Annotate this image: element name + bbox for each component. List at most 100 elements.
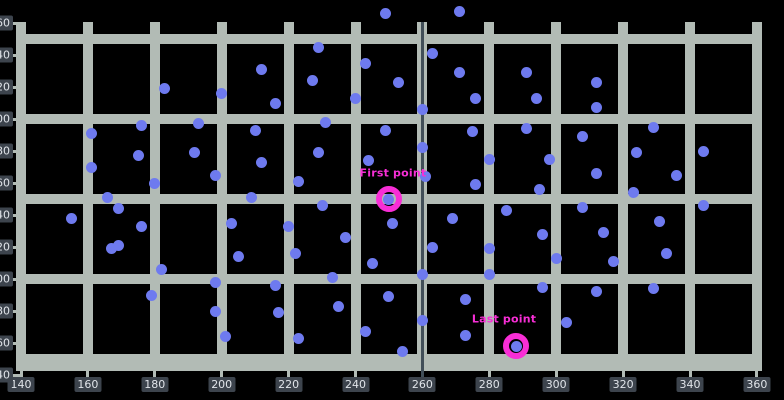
annotation-ring [503, 333, 530, 360]
x-tick-mark [86, 370, 90, 378]
data-point [627, 187, 639, 199]
x-tick-label: 320 [609, 377, 637, 392]
gridline-v [551, 22, 562, 371]
y-tick-mark [11, 373, 21, 377]
data-point [380, 7, 392, 19]
data-point [339, 231, 351, 243]
gridline-v [484, 22, 495, 371]
data-point [306, 75, 318, 87]
x-tick-mark [153, 370, 157, 378]
data-point [647, 121, 659, 133]
data-point [590, 76, 602, 88]
data-point [697, 145, 709, 157]
data-point [520, 123, 532, 135]
y-tick-mark [11, 213, 21, 217]
y-tick-mark [11, 117, 21, 121]
data-point [319, 116, 331, 128]
y-tick-label: 180 [0, 303, 13, 319]
data-point [246, 191, 258, 203]
data-point [426, 241, 438, 253]
data-point [590, 167, 602, 179]
data-point [460, 329, 472, 341]
data-point [313, 147, 325, 159]
data-point [132, 150, 144, 162]
data-point [416, 103, 428, 115]
x-tick-label: 340 [676, 377, 704, 392]
y-tick-mark [11, 85, 21, 89]
data-point [447, 212, 458, 224]
annotation-label: Last point [471, 312, 537, 326]
data-point [647, 283, 659, 295]
gridline-v [283, 22, 294, 371]
data-point [630, 147, 642, 159]
data-point [420, 171, 432, 183]
gridline-v [16, 22, 26, 371]
data-point [289, 247, 301, 259]
x-tick-mark [487, 370, 491, 378]
data-point [360, 57, 372, 69]
x-tick-label: 300 [542, 377, 570, 392]
y-tick-mark [11, 277, 21, 281]
x-tick-label: 260 [408, 377, 436, 392]
data-point [159, 83, 171, 95]
y-tick-mark [11, 309, 21, 313]
data-point [533, 183, 545, 195]
x-tick-mark [755, 370, 759, 378]
data-point [550, 252, 562, 264]
data-point [416, 315, 428, 327]
data-point [530, 92, 542, 104]
data-point [426, 47, 438, 59]
x-tick-label: 160 [74, 377, 102, 392]
data-point [453, 6, 465, 18]
data-point [149, 177, 161, 189]
data-point [460, 294, 472, 306]
y-tick-mark [11, 21, 21, 25]
data-point [483, 153, 495, 165]
data-point [216, 87, 228, 99]
x-tick-label: 240 [342, 377, 369, 392]
data-point [470, 92, 482, 104]
data-point [366, 257, 378, 269]
data-point [209, 276, 221, 288]
data-point [65, 212, 77, 224]
data-point [333, 300, 345, 312]
y-tick-label: 360 [0, 15, 13, 31]
data-point [192, 118, 204, 130]
data-point [453, 67, 465, 79]
data-point [416, 142, 428, 154]
data-point [607, 255, 619, 267]
data-point [577, 201, 589, 213]
data-point [273, 307, 285, 319]
data-point [256, 63, 268, 75]
data-point [112, 203, 124, 215]
y-tick-label: 260 [0, 175, 13, 191]
data-point [544, 153, 555, 165]
x-tick-mark [688, 370, 692, 378]
x-tick-label: 200 [208, 377, 236, 392]
data-point [105, 243, 117, 255]
y-tick-label: 200 [0, 271, 13, 287]
data-point [293, 332, 305, 344]
data-point [470, 179, 482, 191]
y-tick-label: 280 [0, 143, 13, 159]
y-tick-label: 240 [0, 207, 13, 223]
data-point [189, 147, 201, 159]
data-point [350, 92, 361, 104]
data-point [313, 41, 325, 53]
data-point [145, 289, 157, 301]
y-tick-label: 300 [0, 111, 13, 127]
data-point [293, 175, 305, 187]
data-point [577, 131, 589, 143]
x-tick-label: 220 [275, 377, 303, 392]
y-tick-label: 140 [0, 367, 13, 383]
data-point [316, 199, 328, 211]
x-tick-mark [19, 370, 23, 378]
data-point [396, 345, 408, 357]
data-point [537, 281, 549, 293]
y-tick-mark [11, 181, 21, 185]
data-point [383, 291, 395, 303]
data-point [112, 239, 124, 251]
reference-vline [420, 22, 424, 378]
